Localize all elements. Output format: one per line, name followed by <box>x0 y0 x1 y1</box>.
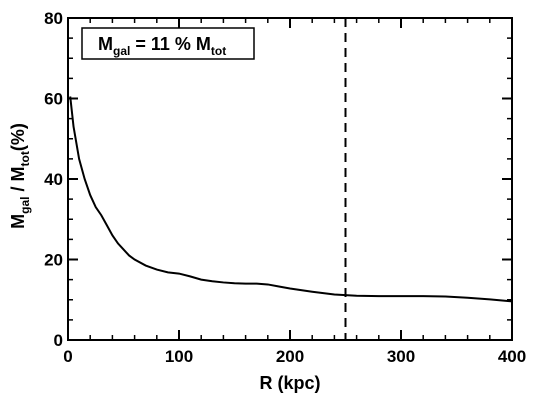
annotation-sub-gal: gal <box>113 44 130 58</box>
y-title-sub-tot: tot <box>18 151 32 166</box>
annotation-box <box>81 27 255 60</box>
y-title-mid: / M <box>8 166 28 196</box>
x-tick-label: 400 <box>498 347 526 366</box>
annotation-mid: = 11 % M <box>130 34 211 54</box>
axis-ticks <box>67 17 513 341</box>
data-series-line <box>69 96 513 303</box>
annotation-sub-tot: tot <box>211 44 226 58</box>
annotation-m1: M <box>98 34 113 54</box>
y-tick-label: 60 <box>44 90 63 109</box>
tick-labels: 0 100 200 300 400 0 20 40 60 80 <box>44 9 526 366</box>
y-axis-title: Mgal / Mtot(%) <box>8 123 32 229</box>
x-axis-title: R (kpc) <box>259 373 320 393</box>
y-title-sub-gal: gal <box>18 196 32 213</box>
y-title-tail: (%) <box>8 123 28 151</box>
plot-frame <box>67 17 513 341</box>
y-tick-label: 20 <box>44 251 63 270</box>
y-tick-label: 0 <box>54 331 63 350</box>
annotation-text: Mgal = 11 % Mtot <box>98 34 226 58</box>
y-tick-label: 40 <box>44 170 63 189</box>
x-tick-label: 200 <box>276 347 304 366</box>
x-tick-label: 0 <box>63 347 72 366</box>
x-tick-label: 300 <box>387 347 415 366</box>
y-title-m1: M <box>8 214 28 229</box>
legend-annotation: Mgal = 11 % Mtot <box>81 27 255 60</box>
y-tick-label: 80 <box>44 9 63 28</box>
x-tick-label: 100 <box>165 347 193 366</box>
